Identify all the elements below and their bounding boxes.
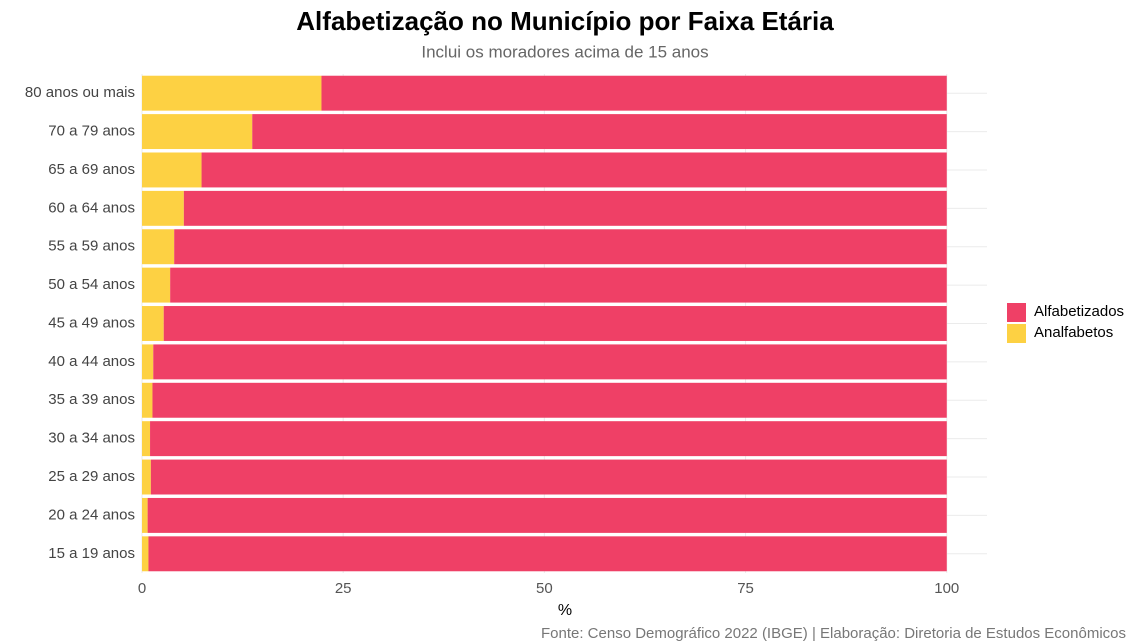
x-tick-label: 0 (138, 580, 146, 597)
bar-segment (147, 497, 947, 533)
bar-segment (252, 114, 947, 150)
bar-segment (148, 536, 947, 572)
y-tick-label: 15 a 19 anos (48, 545, 135, 562)
y-tick-label: 25 a 29 anos (48, 468, 135, 485)
bar-segment (183, 190, 947, 226)
bar-segment (163, 306, 947, 341)
bar-segment (142, 306, 164, 341)
bar-segment (142, 382, 153, 418)
y-tick-label: 30 a 34 anos (48, 430, 135, 447)
legend-label: Analfabetos (1034, 324, 1113, 341)
bar-segment (153, 344, 947, 380)
y-tick-label: 20 a 24 anos (48, 506, 135, 523)
y-tick-label: 80 anos ou mais (25, 84, 135, 101)
caption: Fonte: Censo Demográfico 2022 (IBGE) | E… (541, 625, 1126, 642)
bar-segment (321, 75, 947, 111)
bar-segment (201, 152, 947, 188)
bar-segment (142, 344, 154, 380)
bar-segment (142, 267, 171, 303)
bar-segment (142, 75, 322, 111)
x-tick-label: 100 (934, 580, 959, 597)
bar-segment (174, 229, 947, 265)
bar-segment (142, 497, 148, 533)
y-tick-label: 40 a 44 anos (48, 353, 135, 370)
bar-segment (142, 190, 184, 226)
bar-segment (142, 459, 151, 495)
legend-swatch (1007, 324, 1026, 343)
bar-segment (170, 267, 947, 303)
y-tick-label: 35 a 39 anos (48, 391, 135, 408)
x-tick-label: 25 (335, 580, 352, 597)
y-tick-label: 65 a 69 anos (48, 161, 135, 178)
x-axis-label: % (558, 602, 572, 619)
bar-segment (152, 382, 947, 418)
bar-segment (150, 421, 947, 457)
bar-segment (142, 536, 149, 572)
bar-segment (142, 229, 175, 265)
y-tick-label: 60 a 64 anos (48, 199, 135, 216)
legend-swatch (1007, 303, 1026, 322)
chart-title: Alfabetização no Município por Faixa Etá… (296, 6, 834, 36)
legend-label: Alfabetizados (1034, 303, 1124, 320)
y-tick-label: 70 a 79 anos (48, 123, 135, 140)
y-tick-label: 55 a 59 anos (48, 238, 135, 255)
x-tick-label: 50 (536, 580, 553, 597)
bar-segment (142, 114, 253, 150)
x-tick-label: 75 (737, 580, 754, 597)
chart-subtitle: Inclui os moradores acima de 15 anos (421, 42, 708, 61)
bar-segment (142, 152, 202, 188)
bar-segment (150, 459, 947, 495)
y-tick-label: 50 a 54 anos (48, 276, 135, 293)
bar-segment (142, 421, 151, 457)
y-tick-label: 45 a 49 anos (48, 314, 135, 331)
